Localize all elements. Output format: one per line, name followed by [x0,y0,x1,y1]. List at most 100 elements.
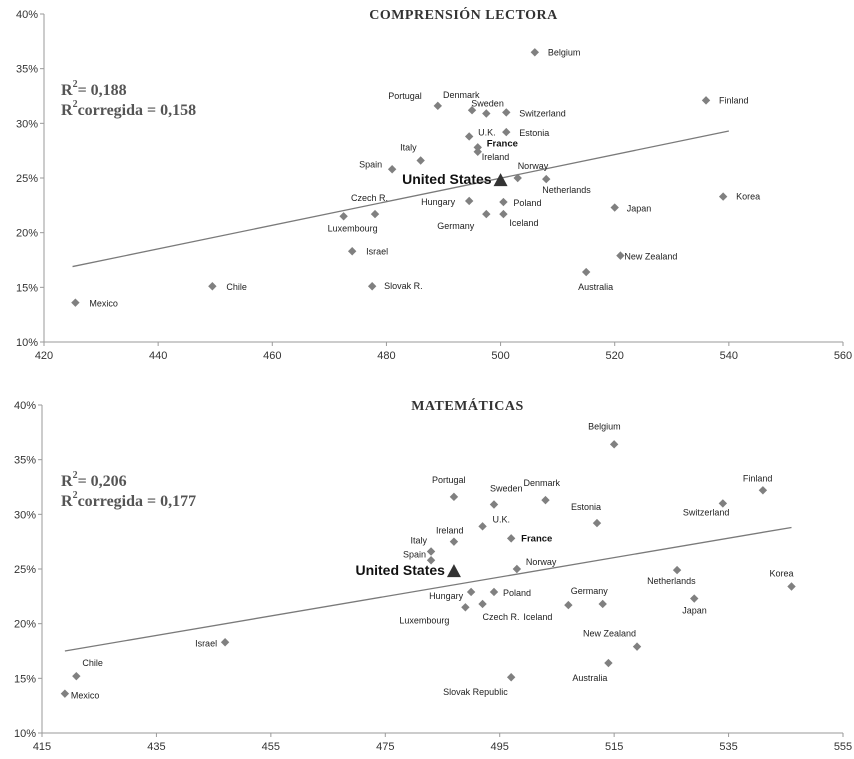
point-label: Chile [82,658,103,668]
point-label: Belgium [548,47,581,57]
data-point [512,564,522,574]
x-tick-label: 560 [834,350,852,362]
trend-line [64,526,792,652]
x-tick-label: 540 [720,350,738,362]
point-label: Australia [578,282,613,292]
data-point [347,247,357,256]
data-point [690,594,699,603]
y-tick-label: 35% [14,455,36,467]
point-label: Slovak Republic [443,687,508,697]
point-label: Netherlands [647,576,696,586]
data-point [482,109,491,118]
point-label: Israel [195,638,217,648]
point-label: Norway [526,557,557,567]
point-label: Iceland [509,218,538,228]
chart-title: MATEMÁTICAS [411,397,524,414]
point-label: Denmark [443,90,480,100]
point-label: Netherlands [542,185,591,195]
point-label: Finland [719,95,749,105]
point-label: Mexico [71,691,100,701]
data-point [542,174,551,184]
point-label: Luxembourg [399,615,449,625]
data-point [506,534,516,543]
data-point [787,582,796,591]
data-point [464,132,474,141]
data-point [387,165,397,174]
point-label: Denmark [523,478,560,488]
point-label: Belgium [588,421,621,431]
point-label: Slovak R. [384,281,423,291]
data-point [513,173,522,183]
data-point [499,209,508,219]
point-label: New Zealand [624,252,677,262]
highlight-marker [493,173,508,187]
chart-reading-comprehension: 10% 15% 20% 25% 30% 35% 40% 420 440 460 480 500 520 5… [16,6,852,362]
data-point [71,298,80,307]
data-point [489,500,499,509]
point-label: Germany [571,586,609,596]
y-tick-label: 35% [16,64,38,76]
x-tick-label: 535 [719,741,737,753]
chart-mathematics: 10% 15% 20% 25% 30% 35% 40% 415 435 455 475 495 515 5… [14,397,852,753]
point-label: Switzerland [519,108,566,118]
highlight-label: United States [355,562,445,578]
data-point [502,127,511,137]
data-point [604,658,613,668]
data-point [467,106,477,115]
point-label: U.K. [478,127,496,137]
x-tick-label: 475 [376,741,394,753]
r-squared: R2= 0,188 [61,79,127,99]
data-point [466,587,476,597]
point-label: Japan [682,606,707,616]
point-label: Hungary [429,591,464,601]
data-point [478,599,487,609]
data-point [416,156,425,165]
x-tick-label: 555 [834,741,852,753]
point-label: Ireland [482,152,510,162]
point-label: Italy [411,536,428,546]
point-label: Czech R. [483,612,520,622]
x-tick-label: 500 [491,350,509,362]
point-label: Estonia [571,502,601,512]
axes: 10% 15% 20% 25% 30% 35% 40% 420 440 460 480 500 520 5… [16,9,852,362]
point-label: Germany [437,221,475,231]
data-points: Belgium Finland Switzerland Portugal SwedenD… [60,421,796,701]
y-tick-label: 30% [16,118,38,130]
y-tick-label: 10% [16,337,38,349]
x-tick-label: 440 [149,350,167,362]
point-label: Hungary [421,197,456,207]
point-label: Israel [366,246,388,256]
data-point [506,673,516,682]
point-label: Ireland [436,526,464,536]
data-point [461,603,470,612]
x-tick-label: 480 [377,350,395,362]
x-tick-label: 495 [491,741,509,753]
y-tick-label: 25% [16,173,38,185]
data-point [530,48,540,57]
chart-title: COMPRENSIÓN LECTORA [369,6,558,23]
highlight-label: United States [402,171,492,187]
point-label: Sweden [490,483,523,493]
r-squared-adjusted: R2corregida = 0,177 [61,490,196,510]
data-point [60,689,70,698]
point-label: France [487,138,518,149]
x-tick-label: 520 [606,350,624,362]
point-label: Portugal [432,475,466,485]
point-label: Luxembourg [328,223,378,233]
point-label: U.K. [493,514,511,524]
r-squared: R2= 0,206 [61,470,127,490]
x-tick-label: 415 [33,741,51,753]
data-point [482,209,491,219]
point-label: Mexico [89,299,118,309]
data-point [616,251,625,260]
point-label: Switzerland [683,507,730,517]
data-point [541,495,550,505]
axes: 10% 15% 20% 25% 30% 35% 40% 415 435 455 475 495 515 5… [14,400,852,753]
data-point [718,499,728,508]
point-label: Sweden [471,98,504,108]
data-point [72,671,81,681]
data-point [758,486,768,495]
data-point [367,282,377,291]
data-point [370,209,380,219]
